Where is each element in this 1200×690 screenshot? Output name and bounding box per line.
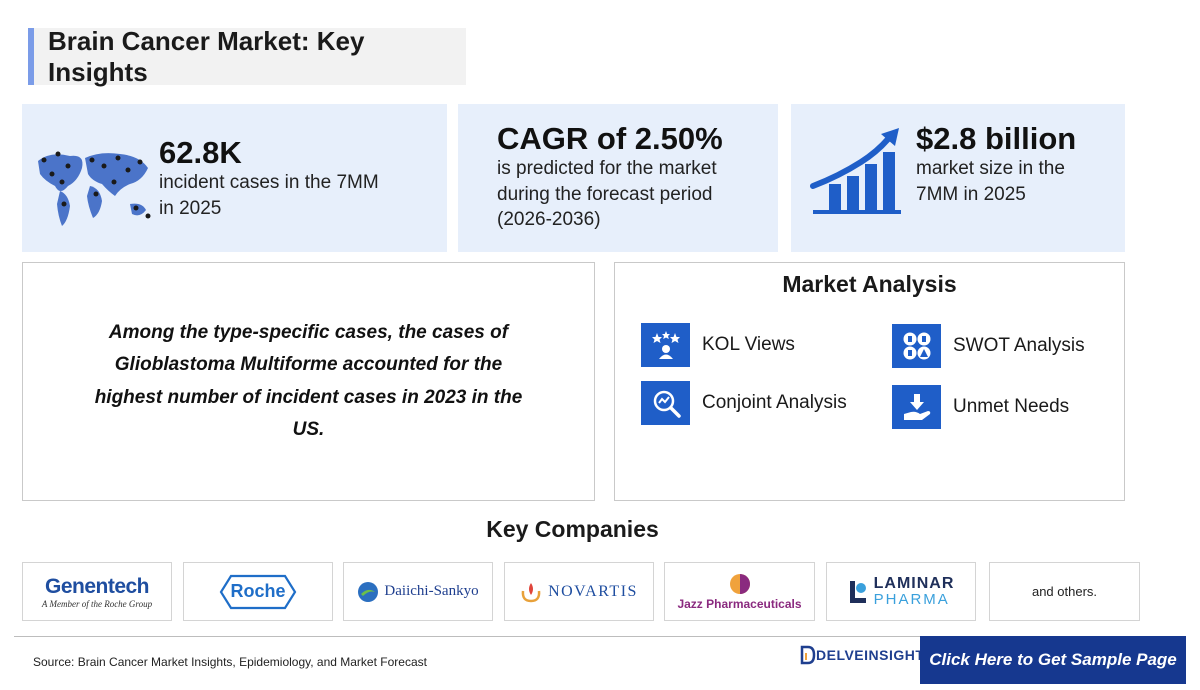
analysis-label: KOL Views (702, 334, 795, 355)
sample-page-button[interactable]: Click Here to Get Sample Page (920, 636, 1186, 684)
sample-page-label: Click Here to Get Sample Page (929, 650, 1177, 669)
logo-laminar: LAMINAR PHARMA (826, 562, 976, 621)
logo-genentech-name: Genentech (44, 574, 150, 598)
logo-jazz-name: Jazz Pharmaceuticals (677, 596, 802, 611)
title-box: Brain Cancer Market: Key Insights (28, 25, 466, 87)
analysis-item-kol-views: KOL Views (641, 323, 795, 367)
stat-desc-line: (2026-2036) (497, 209, 601, 231)
logo-others-text: and others. (1031, 584, 1098, 599)
logo-jazz: Jazz Pharmaceuticals (664, 562, 815, 621)
stat-desc-line: is predicted for the market (497, 158, 717, 180)
stat-cagr: CAGR of 2.50% is predicted for the marke… (458, 104, 778, 252)
delveinsight-logo: DELVEINSIGHT (800, 645, 924, 665)
logo-roche-name: Roche (230, 581, 286, 601)
stat-incident-cases: 62.8K incident cases in the 7MM in 2025 (22, 104, 447, 252)
market-analysis-title: Market Analysis (782, 271, 957, 297)
footer-divider (14, 636, 920, 637)
growth-chart-icon (810, 128, 901, 214)
roche-hexagon-icon (219, 574, 297, 609)
kol-icon (641, 323, 690, 367)
unmet-needs-icon (892, 385, 941, 429)
highlight-box: Among the type-specific cases, the cases… (22, 262, 595, 501)
jazz-circle-icon (729, 573, 750, 594)
logo-laminar-name: LAMINAR (873, 575, 955, 592)
stat-desc-line: in 2025 (159, 197, 222, 219)
logo-genentech: Genentech A Member of the Roche Group (22, 562, 172, 621)
highlight-text: Among the type-specific cases, the cases… (94, 321, 523, 440)
analysis-label: SWOT Analysis (953, 335, 1085, 356)
logo-novartis: NOVARTIS (504, 562, 654, 621)
analysis-label: Conjoint Analysis (702, 392, 847, 413)
analysis-label: Unmet Needs (953, 396, 1070, 417)
stat-desc-line: market size in the (916, 158, 1065, 180)
stat-market-size: $2.8 billion market size in the 7MM in 2… (791, 104, 1125, 252)
swot-icon (892, 324, 941, 368)
analysis-item-conjoint: Conjoint Analysis (641, 381, 847, 425)
stat-desc-line: incident cases in the 7MM (159, 172, 379, 194)
analysis-item-swot: SWOT Analysis (892, 324, 1085, 368)
stat-desc-line: during the forecast period (497, 183, 713, 205)
logo-laminar-sub: PHARMA (873, 591, 950, 608)
logo-genentech-tagline: A Member of the Roche Group (41, 598, 153, 609)
stat-desc-line: 7MM in 2025 (916, 183, 1026, 205)
source-text: Source: Brain Cancer Market Insights, Ep… (33, 655, 427, 669)
daiichi-swirl-icon (358, 581, 379, 602)
stat-value: $2.8 billion (916, 121, 1077, 156)
market-analysis-panel: Market Analysis KOL Views SWOT Analysis (614, 262, 1125, 501)
novartis-flame-icon (521, 582, 541, 602)
delveinsight-mark-icon (800, 645, 816, 665)
logo-roche: Roche (183, 562, 333, 621)
conjoint-icon (641, 381, 690, 425)
page-title: Brain Cancer Market: Key Insights (48, 25, 365, 87)
world-map-icon (38, 151, 151, 226)
stat-value: 62.8K (159, 135, 242, 170)
delveinsight-name: DELVEINSIGHT (816, 647, 925, 663)
laminar-mark-icon (849, 580, 866, 603)
logo-daiichi-sankyo: Daiichi-Sankyo (343, 562, 493, 621)
analysis-item-unmet-needs: Unmet Needs (892, 385, 1069, 429)
stat-value: CAGR of 2.50% (497, 121, 723, 156)
logo-others: and others. (989, 562, 1140, 621)
key-companies-title: Key Companies (486, 516, 659, 542)
logo-daiichi-name: Daiichi-Sankyo (384, 583, 479, 599)
logo-novartis-name: NOVARTIS (548, 582, 638, 600)
